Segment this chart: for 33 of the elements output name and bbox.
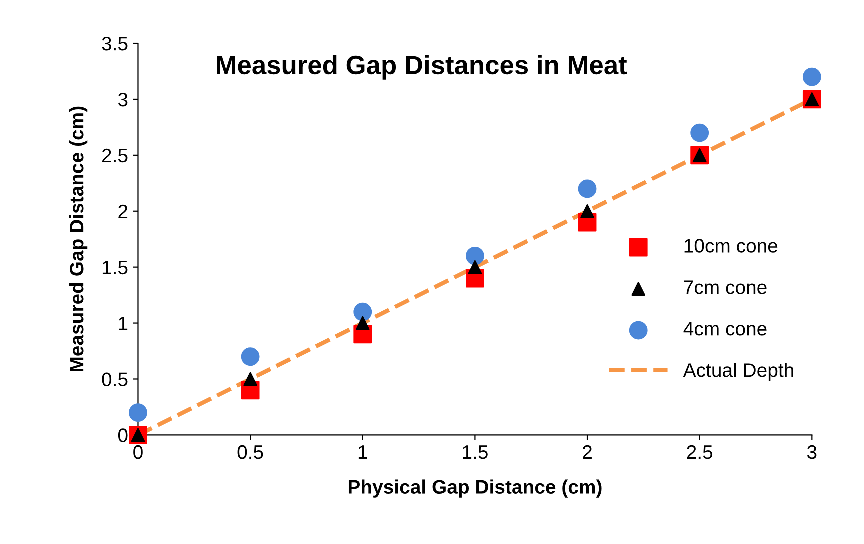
y-tick-label: 1.5 [102, 261, 128, 275]
point [468, 260, 482, 274]
y-tick-label: 0 [118, 428, 128, 442]
legend-label: 10cm cone [684, 239, 778, 253]
legend-label: Actual Depth [683, 362, 794, 382]
point [580, 204, 594, 218]
point [578, 180, 597, 198]
y-tick-label: 2.5 [102, 148, 128, 163]
point [466, 246, 484, 266]
point [356, 316, 370, 330]
point [244, 372, 258, 386]
y-tick-label: 3.5 [102, 36, 128, 51]
x-tick-label: 2 [583, 445, 592, 460]
y-tick-label: 3 [118, 92, 128, 107]
point [802, 68, 822, 86]
x-tick-label: 1.5 [463, 446, 488, 460]
point [354, 302, 372, 322]
x-tick-label: 3 [807, 445, 817, 460]
x-tick-label: 1 [358, 446, 368, 460]
x-tick-label: 2.5 [687, 445, 713, 460]
point [129, 404, 148, 422]
x-axis-title: Physical Gap Distance (cm) [348, 480, 602, 498]
x-tick-label: 0.5 [238, 445, 264, 460]
point [690, 124, 710, 142]
chart-title: Measured Gap Distances in Meat [217, 55, 628, 80]
x-tick-label: 0 [134, 445, 143, 460]
legend-label: 4cm cone [684, 322, 767, 336]
y-tick-label: 0.5 [102, 372, 128, 386]
y-tick-label: 2 [118, 204, 128, 218]
point [241, 348, 260, 366]
legend-label: 7cm cone [684, 280, 767, 294]
y-tick-label: 1 [119, 316, 128, 330]
y-axis-title: Measured Gap Distance (cm) [69, 106, 88, 372]
